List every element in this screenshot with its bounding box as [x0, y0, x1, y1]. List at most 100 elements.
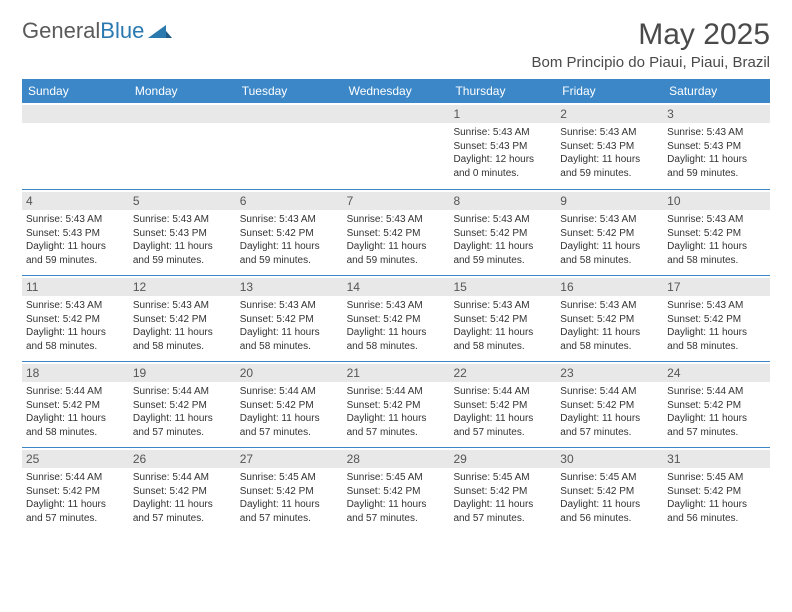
daylight-text: Daylight: 11 hours and 58 minutes. — [667, 240, 766, 267]
day-cell: 15Sunrise: 5:43 AMSunset: 5:42 PMDayligh… — [449, 275, 556, 361]
daylight-text: Daylight: 11 hours and 57 minutes. — [133, 498, 232, 525]
day-number: 1 — [449, 105, 556, 123]
day-cell: 26Sunrise: 5:44 AMSunset: 5:42 PMDayligh… — [129, 447, 236, 533]
day-number: 8 — [449, 192, 556, 210]
day-cell: 7Sunrise: 5:43 AMSunset: 5:42 PMDaylight… — [343, 189, 450, 275]
daylight-text: Daylight: 11 hours and 57 minutes. — [133, 412, 232, 439]
sunrise-text: Sunrise: 5:43 AM — [453, 299, 552, 313]
day-header-wednesday: Wednesday — [343, 79, 450, 103]
sunset-text: Sunset: 5:42 PM — [240, 399, 339, 413]
day-info: Sunrise: 5:43 AMSunset: 5:42 PMDaylight:… — [240, 213, 339, 267]
day-cell: 4Sunrise: 5:43 AMSunset: 5:43 PMDaylight… — [22, 189, 129, 275]
sunrise-text: Sunrise: 5:45 AM — [453, 471, 552, 485]
daylight-text: Daylight: 11 hours and 59 minutes. — [240, 240, 339, 267]
day-number: 26 — [129, 450, 236, 468]
day-cell: 1Sunrise: 5:43 AMSunset: 5:43 PMDaylight… — [449, 103, 556, 189]
sunrise-text: Sunrise: 5:43 AM — [240, 299, 339, 313]
daylight-text: Daylight: 11 hours and 57 minutes. — [347, 412, 446, 439]
daylight-text: Daylight: 11 hours and 59 minutes. — [347, 240, 446, 267]
sunrise-text: Sunrise: 5:43 AM — [453, 213, 552, 227]
sunrise-text: Sunrise: 5:44 AM — [453, 385, 552, 399]
day-number: 21 — [343, 364, 450, 382]
day-number: 6 — [236, 192, 343, 210]
daylight-text: Daylight: 11 hours and 58 minutes. — [26, 412, 125, 439]
sunset-text: Sunset: 5:42 PM — [667, 399, 766, 413]
sunset-text: Sunset: 5:42 PM — [240, 313, 339, 327]
day-cell: 22Sunrise: 5:44 AMSunset: 5:42 PMDayligh… — [449, 361, 556, 447]
sunset-text: Sunset: 5:43 PM — [133, 227, 232, 241]
week-row: 11Sunrise: 5:43 AMSunset: 5:42 PMDayligh… — [22, 275, 770, 361]
day-info: Sunrise: 5:43 AMSunset: 5:42 PMDaylight:… — [347, 299, 446, 353]
logo-triangle-icon — [148, 18, 172, 44]
sunrise-text: Sunrise: 5:45 AM — [560, 471, 659, 485]
day-info: Sunrise: 5:43 AMSunset: 5:42 PMDaylight:… — [667, 213, 766, 267]
sunrise-text: Sunrise: 5:43 AM — [133, 213, 232, 227]
sunrise-text: Sunrise: 5:43 AM — [347, 213, 446, 227]
day-number: 24 — [663, 364, 770, 382]
sunrise-text: Sunrise: 5:44 AM — [133, 385, 232, 399]
day-cell: 8Sunrise: 5:43 AMSunset: 5:42 PMDaylight… — [449, 189, 556, 275]
sunrise-text: Sunrise: 5:44 AM — [240, 385, 339, 399]
day-info: Sunrise: 5:45 AMSunset: 5:42 PMDaylight:… — [453, 471, 552, 525]
daylight-text: Daylight: 11 hours and 59 minutes. — [667, 153, 766, 180]
day-number — [343, 105, 450, 123]
daylight-text: Daylight: 11 hours and 58 minutes. — [347, 326, 446, 353]
day-info: Sunrise: 5:44 AMSunset: 5:42 PMDaylight:… — [560, 385, 659, 439]
day-cell: 29 Sunrise: 5:45 AMSunset: 5:42 PMDayligh… — [449, 447, 556, 533]
location-text: Bom Principio do Piaui, Piaui, Brazil — [532, 54, 770, 71]
sunset-text: Sunset: 5:42 PM — [347, 399, 446, 413]
day-number: 2 — [556, 105, 663, 123]
day-number — [22, 105, 129, 123]
day-info: Sunrise: 5:44 AMSunset: 5:42 PMDaylight:… — [453, 385, 552, 439]
day-cell: 13Sunrise: 5:43 AMSunset: 5:42 PMDayligh… — [236, 275, 343, 361]
sunset-text: Sunset: 5:42 PM — [560, 227, 659, 241]
sunset-text: Sunset: 5:42 PM — [26, 399, 125, 413]
sunrise-text: Sunrise: 5:43 AM — [560, 299, 659, 313]
daylight-text: Daylight: 11 hours and 57 minutes. — [347, 498, 446, 525]
day-cell: 5Sunrise: 5:43 AMSunset: 5:43 PMDaylight… — [129, 189, 236, 275]
day-number: 29 — [449, 450, 556, 468]
daylight-text: Daylight: 11 hours and 58 minutes. — [560, 240, 659, 267]
day-info: Sunrise: 5:43 AMSunset: 5:42 PMDaylight:… — [667, 299, 766, 353]
week-row: 1 Sunrise: 5:43 AMSunset: 5:43 PMDaylight… — [22, 103, 770, 189]
day-cell: 23Sunrise: 5:44 AMSunset: 5:42 PMDayligh… — [556, 361, 663, 447]
day-info: Sunrise: 5:43 AMSunset: 5:42 PMDaylight:… — [133, 299, 232, 353]
sunrise-text: Sunrise: 5:43 AM — [133, 299, 232, 313]
sunset-text: Sunset: 5:42 PM — [667, 485, 766, 499]
day-number: 10 — [663, 192, 770, 210]
sunset-text: Sunset: 5:42 PM — [240, 485, 339, 499]
daylight-text: Daylight: 11 hours and 59 minutes. — [560, 153, 659, 180]
header: GeneralBlue May 2025 Bom Principio do Pi… — [22, 18, 770, 71]
daylight-text: Daylight: 11 hours and 59 minutes. — [26, 240, 125, 267]
daylight-text: Daylight: 11 hours and 57 minutes. — [453, 498, 552, 525]
daylight-text: Daylight: 11 hours and 57 minutes. — [560, 412, 659, 439]
daylight-text: Daylight: 11 hours and 56 minutes. — [667, 498, 766, 525]
day-cell: 19Sunrise: 5:44 AMSunset: 5:42 PMDayligh… — [129, 361, 236, 447]
day-cell: 20Sunrise: 5:44 AMSunset: 5:42 PMDayligh… — [236, 361, 343, 447]
sunset-text: Sunset: 5:43 PM — [26, 227, 125, 241]
logo: GeneralBlue — [22, 18, 172, 44]
day-cell — [343, 103, 450, 189]
day-number: 25 — [22, 450, 129, 468]
sunset-text: Sunset: 5:43 PM — [453, 140, 552, 154]
day-cell: 17Sunrise: 5:43 AMSunset: 5:42 PMDayligh… — [663, 275, 770, 361]
day-number: 16 — [556, 278, 663, 296]
day-info: Sunrise: 5:44 AMSunset: 5:42 PMDaylight:… — [667, 385, 766, 439]
day-number: 18 — [22, 364, 129, 382]
week-row: 25Sunrise: 5:44 AMSunset: 5:42 PMDayligh… — [22, 447, 770, 533]
sunrise-text: Sunrise: 5:44 AM — [560, 385, 659, 399]
day-info: Sunrise: 5:43 AMSunset: 5:43 PMDaylight:… — [667, 126, 766, 180]
weeks-container: 1Sunrise: 5:43 AMSunset: 5:43 PMDaylight… — [22, 103, 770, 533]
sunrise-text: Sunrise: 5:43 AM — [667, 299, 766, 313]
day-number: 30 — [556, 450, 663, 468]
sunrise-text: Sunrise: 5:44 AM — [26, 471, 125, 485]
day-number: 15 — [449, 278, 556, 296]
sunrise-text: Sunrise: 5:43 AM — [26, 213, 125, 227]
day-cell: 25Sunrise: 5:44 AMSunset: 5:42 PMDayligh… — [22, 447, 129, 533]
daylight-text: Daylight: 11 hours and 58 minutes. — [453, 326, 552, 353]
day-cell: 24 Sunrise: 5:44 AMSunset: 5:42 PMDayligh… — [663, 361, 770, 447]
daylight-text: Daylight: 11 hours and 58 minutes. — [667, 326, 766, 353]
day-cell: 28Sunrise: 5:45 AMSunset: 5:42 PMDayligh… — [343, 447, 450, 533]
week-row: 4Sunrise: 5:43 AMSunset: 5:43 PMDaylight… — [22, 189, 770, 275]
day-cell — [22, 103, 129, 189]
